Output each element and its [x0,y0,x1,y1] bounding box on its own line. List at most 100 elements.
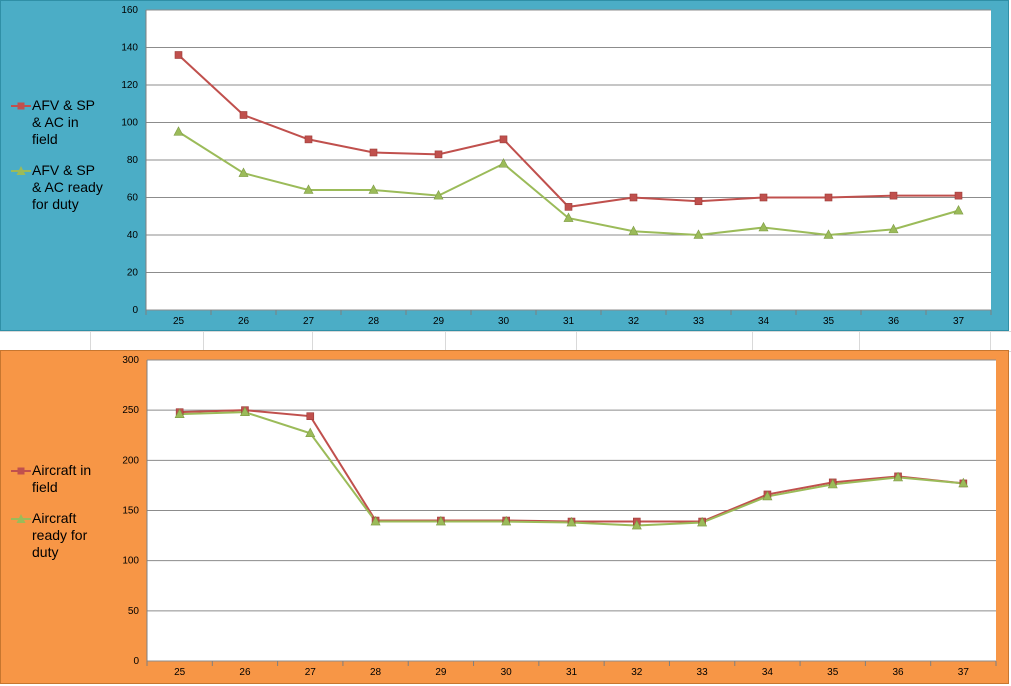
chart-afv-sp-ac-plot: 0 20 40 60 80 100 120 140 160 25 26 27 28 29 30 31 32 33 3… [1,1,1008,330]
y-tick-label: 300 [122,355,139,366]
series-1-point [434,150,443,159]
series-2-point [238,167,249,177]
legend-label-line: ready for [32,527,88,543]
x-tick-label: 33 [697,667,709,678]
x-tick-label: 32 [631,667,643,678]
series-2-point [628,225,639,236]
y-tick-label: 60 [127,193,139,204]
legend-label-line: & AC in [32,114,79,130]
series-2-point [501,515,512,526]
series-2-point [631,519,642,530]
legend-item-2: AFV & SP & AC ready for duty [11,162,103,213]
x-tick-label: 37 [958,667,970,678]
chart-aircraft-legend: Aircraft in field Aircraft ready for duty [11,462,91,575]
series-2-point [433,189,444,200]
series-1-point [306,412,315,420]
legend-label-line: for duty [32,196,79,212]
x-tick-label: 32 [628,316,640,327]
x-tick-label: 31 [566,667,578,678]
legend-item-1: AFV & SP & AC in field [11,97,103,148]
series-1-point [759,193,768,202]
series-2-point [953,204,964,215]
series-2-point [566,516,577,527]
y-tick-label: 250 [122,405,139,416]
series-1-point [304,135,313,144]
y-tick-label: 0 [133,656,139,667]
series-2-point [303,184,314,194]
series-2-point [173,126,184,136]
x-tick-label: 26 [239,667,251,678]
legend-marker-1 [11,102,31,110]
x-tick-label: 35 [823,316,835,327]
x-tick-label: 28 [368,316,380,327]
x-tick-label: 35 [827,667,839,678]
legend-item-1: Aircraft in field [11,462,91,496]
x-tick-label: 34 [758,316,770,327]
y-tick-label: 50 [128,606,140,617]
x-tick-label: 37 [953,316,965,327]
chart-aircraft-plot: 0 50 100 150 200 250 300 25 26 27 28 29 30 31 32 33 34 35… [1,351,1008,683]
series-1-point [174,51,183,59]
series-2-point [758,221,769,232]
y-tick-label: 20 [127,268,139,279]
x-tick-label: 31 [563,316,575,327]
x-tick-label: 33 [693,316,705,327]
series-2-point [697,516,708,527]
series-2-point [823,229,834,239]
x-tick-label: 27 [303,316,315,327]
x-tick-label: 25 [173,316,185,327]
legend-label-line: Aircraft [32,510,77,526]
series-1-point [824,193,833,202]
series-1-point [564,203,573,211]
series-2-point [239,406,250,416]
x-tick-label: 30 [501,667,513,678]
series-2-point [435,515,446,526]
legend-item-2: Aircraft ready for duty [11,510,91,561]
y-tick-label: 100 [121,118,138,129]
series-2-point [305,427,316,438]
series-1-point [694,197,703,206]
series-2-point [498,158,509,168]
legend-marker-2 [11,166,31,175]
legend-label-line: Aircraft in [32,462,92,478]
series-2-point [563,212,574,222]
y-tick-label: 140 [121,43,138,54]
y-tick-label: 150 [122,506,139,517]
series-2-point [893,471,904,482]
series-2-point [827,478,838,489]
series-2-point [370,515,381,526]
series-2-point [958,477,969,488]
series-2-point [368,184,379,194]
x-tick-label: 29 [433,316,445,327]
y-tick-label: 0 [132,305,138,316]
x-tick-label: 29 [435,667,447,678]
series-1-point [889,191,898,200]
legend-label-line: AFV & SP [32,97,96,113]
series-1-point [369,148,378,157]
x-tick-label: 30 [498,316,510,327]
series-1-point [629,193,638,202]
chart-aircraft[interactable]: 0 50 100 150 200 250 300 25 26 27 28 29 30 31 32 33 34 35… [0,350,1009,684]
series-2-point [888,223,899,234]
chart-afv-sp-ac-legend: AFV & SP & AC in field AFV & SP & AC ready fo… [11,97,103,227]
y-tick-label: 200 [122,455,139,466]
series-1-point [239,111,248,119]
x-tick-label: 26 [238,316,250,327]
x-tick-label: 27 [305,667,317,678]
chart-afv-sp-ac[interactable]: 0 20 40 60 80 100 120 140 160 25 26 27 28 29 30 31 32 33 3… [0,0,1009,331]
y-tick-label: 120 [121,80,138,91]
x-tick-label: 25 [174,667,186,678]
legend-label-line: AFV & SP [32,162,96,178]
spreadsheet-grid-strip [0,331,1011,352]
x-tick-label: 36 [892,667,904,678]
y-tick-label: 160 [121,5,138,16]
x-tick-label: 28 [370,667,382,678]
legend-label-line: & AC ready [32,179,103,195]
x-tick-label: 34 [762,667,774,678]
series-1-point [499,135,508,144]
series-2-point [762,490,773,501]
y-tick-label: 40 [127,230,139,241]
series-2-point [174,408,185,418]
x-tick-label: 36 [888,316,900,327]
y-tick-label: 100 [122,556,139,567]
